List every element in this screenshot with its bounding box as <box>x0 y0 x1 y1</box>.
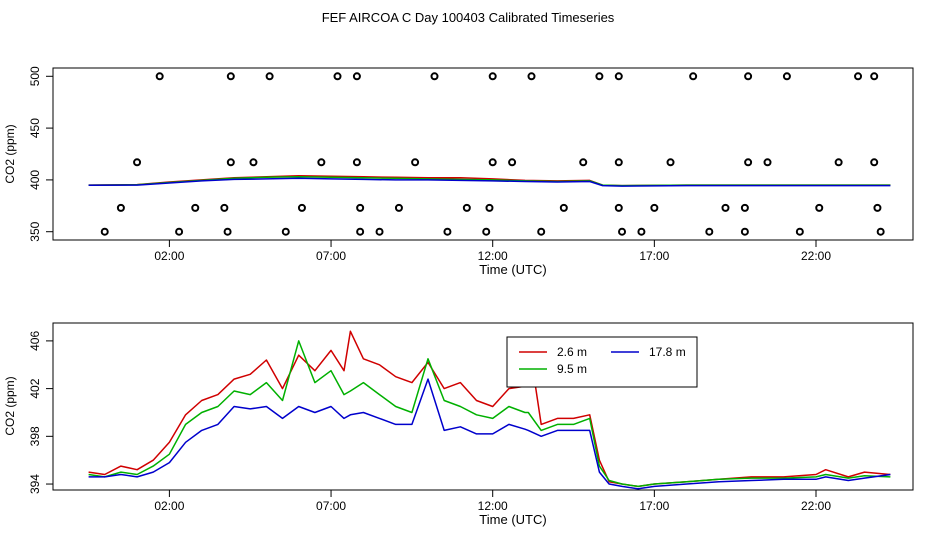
plot-frame <box>52 322 914 491</box>
data-point-marker <box>488 158 497 167</box>
data-point-marker <box>876 227 885 236</box>
y-tick-label: 406 <box>28 331 42 351</box>
y-tick-label: 398 <box>28 426 42 446</box>
data-point-marker <box>462 203 471 212</box>
legend-box <box>506 336 698 388</box>
data-point-marker <box>854 72 863 81</box>
x-axis-label: Time (UTC) <box>479 262 546 277</box>
data-point-marker <box>508 158 517 167</box>
x-tick-label: 22:00 <box>801 499 831 513</box>
data-point-marker <box>317 158 326 167</box>
data-point-marker <box>488 72 497 81</box>
data-point-marker <box>795 227 804 236</box>
data-point-marker <box>265 72 274 81</box>
y-tick-label: 350 <box>28 221 42 241</box>
data-point-marker <box>618 227 627 236</box>
y-tick-label: 394 <box>28 474 42 494</box>
data-point-marker <box>482 227 491 236</box>
legend: 2.6 m 17.8 m 9.5 m <box>506 336 698 388</box>
data-point-marker <box>666 158 675 167</box>
bottom-panel: 02:00 07:00 12:00 17:00 22:00 394 398 402 406 Tim… <box>3 322 914 527</box>
data-point-marker <box>297 203 306 212</box>
data-point-marker <box>870 158 879 167</box>
data-point-marker <box>249 158 258 167</box>
data-point-marker <box>614 158 623 167</box>
data-point-marker <box>394 203 403 212</box>
x-tick-label: 12:00 <box>478 499 508 513</box>
figure-title: FEF AIRCOA C Day 100403 Calibrated Times… <box>322 10 615 25</box>
data-point-marker <box>834 158 843 167</box>
data-point-marker <box>527 72 536 81</box>
y-tick-label: 400 <box>28 170 42 190</box>
y-axis-label: CO2 (ppm) <box>3 124 17 183</box>
data-point-marker <box>559 203 568 212</box>
data-point-marker <box>782 72 791 81</box>
data-point-marker <box>595 72 604 81</box>
data-point-marker <box>375 227 384 236</box>
data-point-marker <box>873 203 882 212</box>
data-point-marker <box>133 158 142 167</box>
data-point-marker <box>721 203 730 212</box>
data-point-marker <box>740 227 749 236</box>
y-tick-label: 450 <box>28 118 42 138</box>
data-point-marker <box>220 203 229 212</box>
top-panel: 02:00 07:00 12:00 17:00 22:00 350 400 450 500 Tim… <box>3 66 914 277</box>
data-point-marker <box>191 203 200 212</box>
data-point-marker <box>352 158 361 167</box>
data-point-marker <box>579 158 588 167</box>
data-point-marker <box>155 72 164 81</box>
series-line-178m <box>88 177 891 187</box>
y-tick-label: 500 <box>28 66 42 86</box>
data-point-marker <box>333 72 342 81</box>
data-point-marker <box>614 72 623 81</box>
y-axis-label: CO2 (ppm) <box>3 376 17 435</box>
data-point-marker <box>705 227 714 236</box>
data-point-marker <box>650 203 659 212</box>
data-point-marker <box>637 227 646 236</box>
data-point-marker <box>740 203 749 212</box>
x-axis-label: Time (UTC) <box>479 512 546 527</box>
legend-label: 2.6 m <box>557 345 587 359</box>
y-tick-label: 402 <box>28 378 42 398</box>
data-point-marker <box>689 72 698 81</box>
x-tick-label: 07:00 <box>316 249 346 263</box>
x-tick-label: 22:00 <box>801 249 831 263</box>
plot-frame <box>52 67 914 241</box>
data-point-marker <box>870 72 879 81</box>
legend-label: 17.8 m <box>649 345 686 359</box>
x-tick-label: 02:00 <box>154 499 184 513</box>
data-point-marker <box>411 158 420 167</box>
data-point-marker <box>744 72 753 81</box>
data-point-marker <box>100 227 109 236</box>
data-point-marker <box>226 72 235 81</box>
series-line-26m <box>88 330 891 488</box>
data-point-marker <box>175 227 184 236</box>
data-point-marker <box>815 203 824 212</box>
x-tick-label: 17:00 <box>639 499 669 513</box>
data-point-marker <box>281 227 290 236</box>
data-point-marker <box>744 158 753 167</box>
data-point-marker <box>356 203 365 212</box>
x-tick-label: 17:00 <box>639 249 669 263</box>
data-point-marker <box>614 203 623 212</box>
data-point-marker <box>537 227 546 236</box>
series-line-95m <box>88 340 891 488</box>
data-point-marker <box>443 227 452 236</box>
x-tick-label: 02:00 <box>154 249 184 263</box>
data-point-marker <box>356 227 365 236</box>
data-point-marker <box>116 203 125 212</box>
x-tick-label: 07:00 <box>316 499 346 513</box>
data-point-marker <box>352 72 361 81</box>
series-line-178m <box>88 378 891 490</box>
data-point-marker <box>223 227 232 236</box>
data-point-marker <box>226 158 235 167</box>
data-point-marker <box>763 158 772 167</box>
legend-label: 9.5 m <box>557 362 587 376</box>
data-point-marker <box>485 203 494 212</box>
x-tick-label: 12:00 <box>478 249 508 263</box>
data-point-marker <box>430 72 439 81</box>
